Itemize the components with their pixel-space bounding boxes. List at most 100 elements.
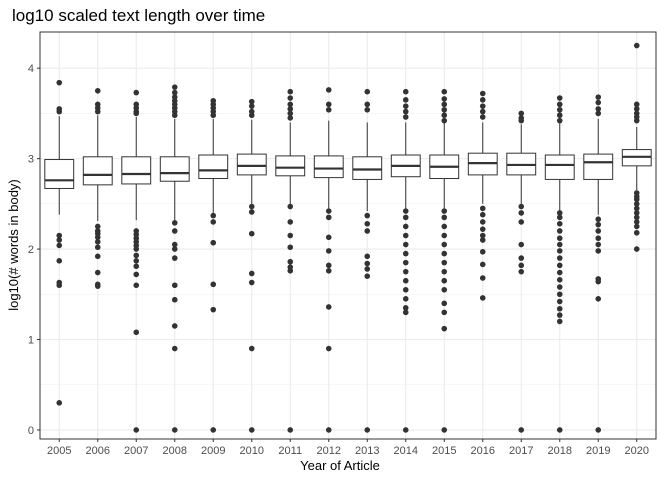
outlier-point	[364, 273, 371, 280]
outlier-point	[56, 108, 63, 115]
box-iqr	[198, 154, 229, 180]
y-tick-label: 4	[28, 63, 34, 75]
outlier-point	[171, 89, 178, 96]
x-tick-label: 2006	[86, 445, 110, 457]
y-tick-label: 2	[28, 244, 34, 256]
outlier-point	[325, 101, 332, 108]
outlier-point	[402, 309, 409, 316]
outlier-point	[441, 112, 448, 119]
outlier-point	[94, 223, 101, 230]
outlier-point	[133, 271, 140, 278]
outlier-point	[133, 110, 140, 117]
outlier-point	[171, 282, 178, 289]
outlier-point	[633, 196, 640, 203]
outlier-point	[556, 427, 563, 433]
outlier-point	[633, 117, 640, 124]
outlier-point	[518, 203, 525, 210]
outlier-point	[133, 329, 140, 336]
x-axis-title: Year of Article	[300, 458, 380, 473]
outlier-point	[133, 89, 140, 96]
outlier-point	[441, 250, 448, 257]
outlier-point	[556, 277, 563, 283]
outlier-point	[364, 266, 371, 272]
outlier-point	[556, 220, 563, 227]
outlier-point	[595, 427, 602, 433]
boxes	[44, 42, 652, 433]
outlier-point	[325, 87, 332, 93]
outlier-point	[441, 286, 448, 293]
outlier-point	[479, 97, 486, 103]
x-tick-label: 2011	[278, 445, 302, 457]
outlier-point	[402, 259, 409, 266]
panel-background	[40, 32, 656, 439]
outlier-point	[441, 259, 448, 266]
outlier-point	[56, 400, 63, 406]
outlier-point	[556, 248, 563, 254]
outlier-point	[171, 84, 178, 90]
outlier-point	[595, 296, 602, 302]
outlier-point	[402, 108, 409, 115]
axes: 0 1 2 3 4 2005 2006 2007 2008 2009 2010 2011 2012 201…	[28, 63, 649, 457]
outlier-point	[56, 232, 63, 239]
outlier-point	[94, 253, 101, 260]
outlier-point	[402, 208, 409, 214]
box-2018	[544, 95, 575, 433]
outlier-point	[479, 114, 486, 120]
box-iqr	[82, 156, 113, 186]
outlier-point	[556, 101, 563, 108]
outlier-point	[556, 269, 563, 276]
outlier-point	[595, 99, 602, 106]
outlier-point	[595, 278, 602, 285]
outlier-point	[441, 106, 448, 113]
box-iqr	[44, 159, 75, 189]
outlier-point	[402, 296, 409, 302]
outlier-point	[287, 106, 294, 112]
outlier-point	[210, 427, 217, 433]
outlier-point	[556, 312, 563, 318]
outlier-point	[518, 268, 525, 275]
outlier-point	[441, 325, 448, 332]
x-tick-label: 2013	[355, 445, 379, 457]
x-tick-label: 2009	[201, 445, 225, 457]
outlier-point	[441, 277, 448, 284]
outlier-point	[171, 246, 178, 252]
outlier-point	[633, 229, 640, 236]
box-2007	[121, 89, 152, 433]
box-2006	[82, 87, 113, 289]
outlier-point	[402, 305, 409, 311]
outlier-point	[402, 277, 409, 284]
outlier-point	[287, 219, 294, 225]
x-tick-label: 2012	[317, 445, 341, 457]
outlier-point	[402, 268, 409, 275]
box-2014	[390, 88, 421, 433]
outlier-point	[556, 284, 563, 290]
outlier-point	[556, 95, 563, 101]
outlier-point	[556, 235, 563, 242]
y-axis-title: log10(# words in body)	[6, 179, 21, 311]
outlier-point	[479, 103, 486, 109]
outlier-point	[248, 230, 255, 237]
outlier-point	[94, 87, 101, 94]
outlier-point	[287, 232, 294, 239]
outlier-point	[479, 226, 486, 232]
outlier-point	[633, 42, 640, 49]
outlier-point	[402, 214, 409, 221]
outlier-point	[518, 110, 525, 117]
outlier-point	[171, 228, 178, 234]
x-tick-label: 2010	[240, 445, 264, 457]
outlier-point	[94, 234, 101, 241]
outlier-point	[633, 214, 640, 221]
outlier-point	[441, 208, 448, 214]
box-2015	[429, 88, 460, 433]
outlier-point	[56, 79, 63, 86]
outlier-point	[595, 216, 602, 223]
outlier-point	[364, 220, 371, 227]
outlier-point	[441, 427, 448, 433]
outlier-point	[364, 253, 371, 260]
outlier-point	[133, 282, 140, 289]
outlier-point	[479, 211, 486, 218]
outlier-point	[94, 283, 101, 289]
outlier-point	[210, 306, 217, 313]
